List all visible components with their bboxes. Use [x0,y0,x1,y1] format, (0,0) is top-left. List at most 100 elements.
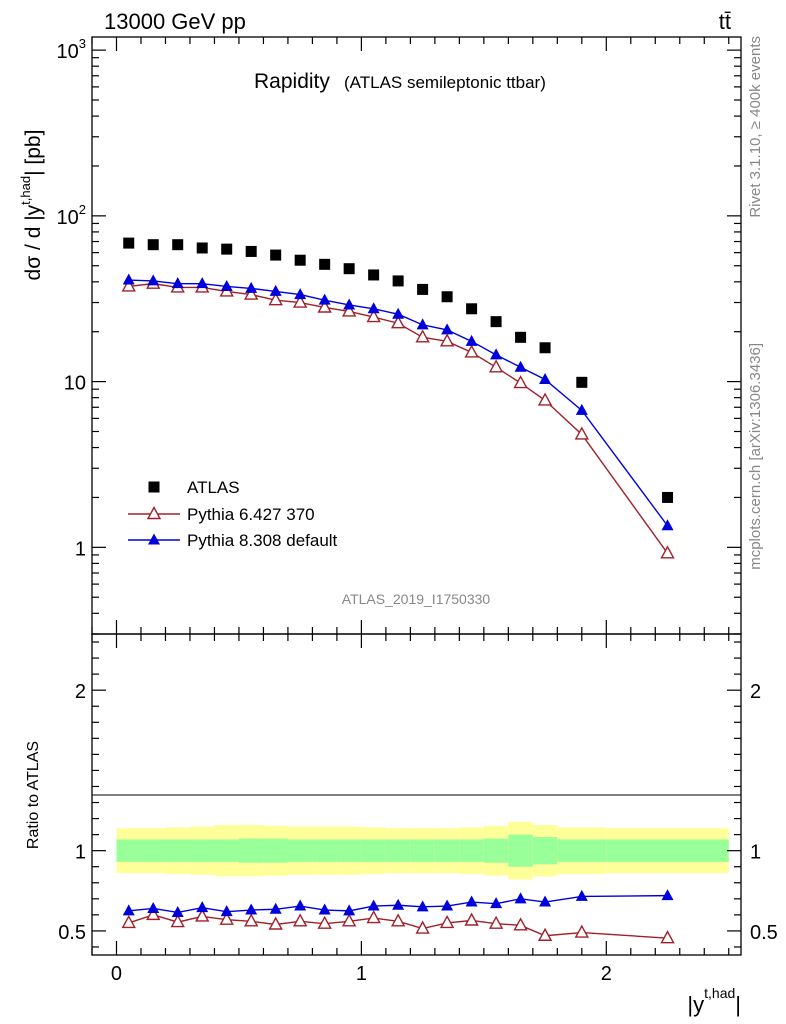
data-point [490,316,502,328]
data-point [539,342,551,354]
series-filled-triangle [122,273,674,531]
inner-uncertainty-band [214,839,239,862]
ratio-point [317,915,332,929]
data-point [417,283,429,295]
ratio-point [294,899,307,911]
main-axis-ticks: 1 10 102 103 [57,36,741,635]
ratio-point [537,927,553,941]
ratio-point [441,899,454,911]
y-axis-label-sup: t,had [18,176,33,205]
data-point [147,239,159,251]
inner-uncertainty-band [606,839,729,862]
ratio-axis-ticks: 0.5 0.5 1 1 2 2 0 1 2 [58,634,778,985]
ratio-point [415,920,430,934]
data-point [123,237,135,249]
legend-marker [148,481,160,493]
inner-uncertainty-band [557,839,607,862]
ratio-point [343,904,356,916]
inner-uncertainty-band [189,839,215,862]
ratio-point [661,889,674,901]
main-plot-series [121,237,675,559]
ratio-line [128,894,668,914]
data-point [415,329,430,343]
ratio-point [245,903,258,915]
main-plot-title: Rapidity [254,70,330,93]
data-point [317,299,332,313]
ratio-y-tick-label-right: 0.5 [750,922,778,944]
data-point [514,360,527,372]
legend-item: Pythia 6.427 370 [128,505,315,524]
ratio-y-tick-label: 2 [75,681,86,703]
data-point [575,403,588,415]
y-axis-label-tail: | [pb] [22,130,45,176]
ratio-y-tick-label: 0.5 [58,922,86,944]
data-point [245,281,258,293]
data-point [441,291,453,303]
data-point [465,334,478,346]
inner-uncertainty-band [116,839,141,862]
data-point [661,519,674,531]
ratio-point [490,897,503,909]
data-point [245,245,257,257]
ratio-y-axis-label: Ratio to ATLAS [25,741,42,849]
data-point [343,263,355,275]
inner-uncertainty-band [312,839,337,862]
inner-uncertainty-band [508,834,533,867]
ratio-point [465,895,478,907]
data-point [122,273,135,285]
ratio-point [539,895,552,907]
ratio-point [196,901,209,913]
ratio-uncertainty-bands [116,821,729,880]
inner-uncertainty-band [336,839,362,862]
data-point [318,293,331,305]
energy-label: 13000 GeV pp [104,9,246,34]
legend: ATLAS Pythia 6.427 370 Pythia 8.308 defaul… [128,478,338,550]
ratio-point [171,905,184,917]
data-point [574,426,589,440]
data-point [392,307,405,319]
data-point [366,309,381,323]
x-axis-label-main: |y [687,992,704,1017]
data-point [172,239,184,251]
ratio-point [366,910,381,924]
data-point [367,302,380,314]
series-square [123,237,674,503]
data-point [576,376,588,388]
ratio-point [147,901,160,913]
process-label: tt̄ [719,9,731,34]
svg-text:dσ / d |yt,had| [pb]: dσ / d |yt,had| [pb] [18,130,45,281]
y-axis-label-main: dσ / d |y [22,204,45,280]
main-y-tick-label: 103 [57,36,86,63]
ratio-point [439,914,455,929]
main-y-axis-label: dσ / d |yt,had| [pb] [18,130,45,281]
data-point [270,249,282,261]
ratio-point [416,900,429,912]
x-tick-label: 0 [111,963,122,985]
data-point [390,315,406,329]
ratio-point [170,914,185,928]
ratio-series-filled-triangle [122,889,674,917]
inner-uncertainty-band [361,839,386,862]
data-point [269,284,282,296]
inner-uncertainty-band [165,839,190,862]
x-tick-label: 1 [356,963,367,985]
ratio-y-tick-label-right: 1 [750,842,761,864]
main-y-tick-label: 102 [57,202,86,229]
ratio-point [575,889,588,901]
main-y-tick-label: 10 [64,373,86,395]
data-point [660,545,675,559]
ratio-plot-frame [91,633,742,956]
data-point [294,288,307,300]
data-point [490,348,503,360]
ratio-point [513,917,528,931]
ratio-series-open-triangle [121,906,675,944]
inner-uncertainty-band [263,838,288,863]
data-point [439,333,455,347]
watermark-analysis-id: ATLAS_2019_I1750330 [342,591,491,607]
data-point [196,242,208,254]
ratio-point [244,913,259,927]
ratio-point [269,902,282,914]
x-tick-label: 2 [601,963,612,985]
legend-label: Pythia 6.427 370 [187,505,315,524]
